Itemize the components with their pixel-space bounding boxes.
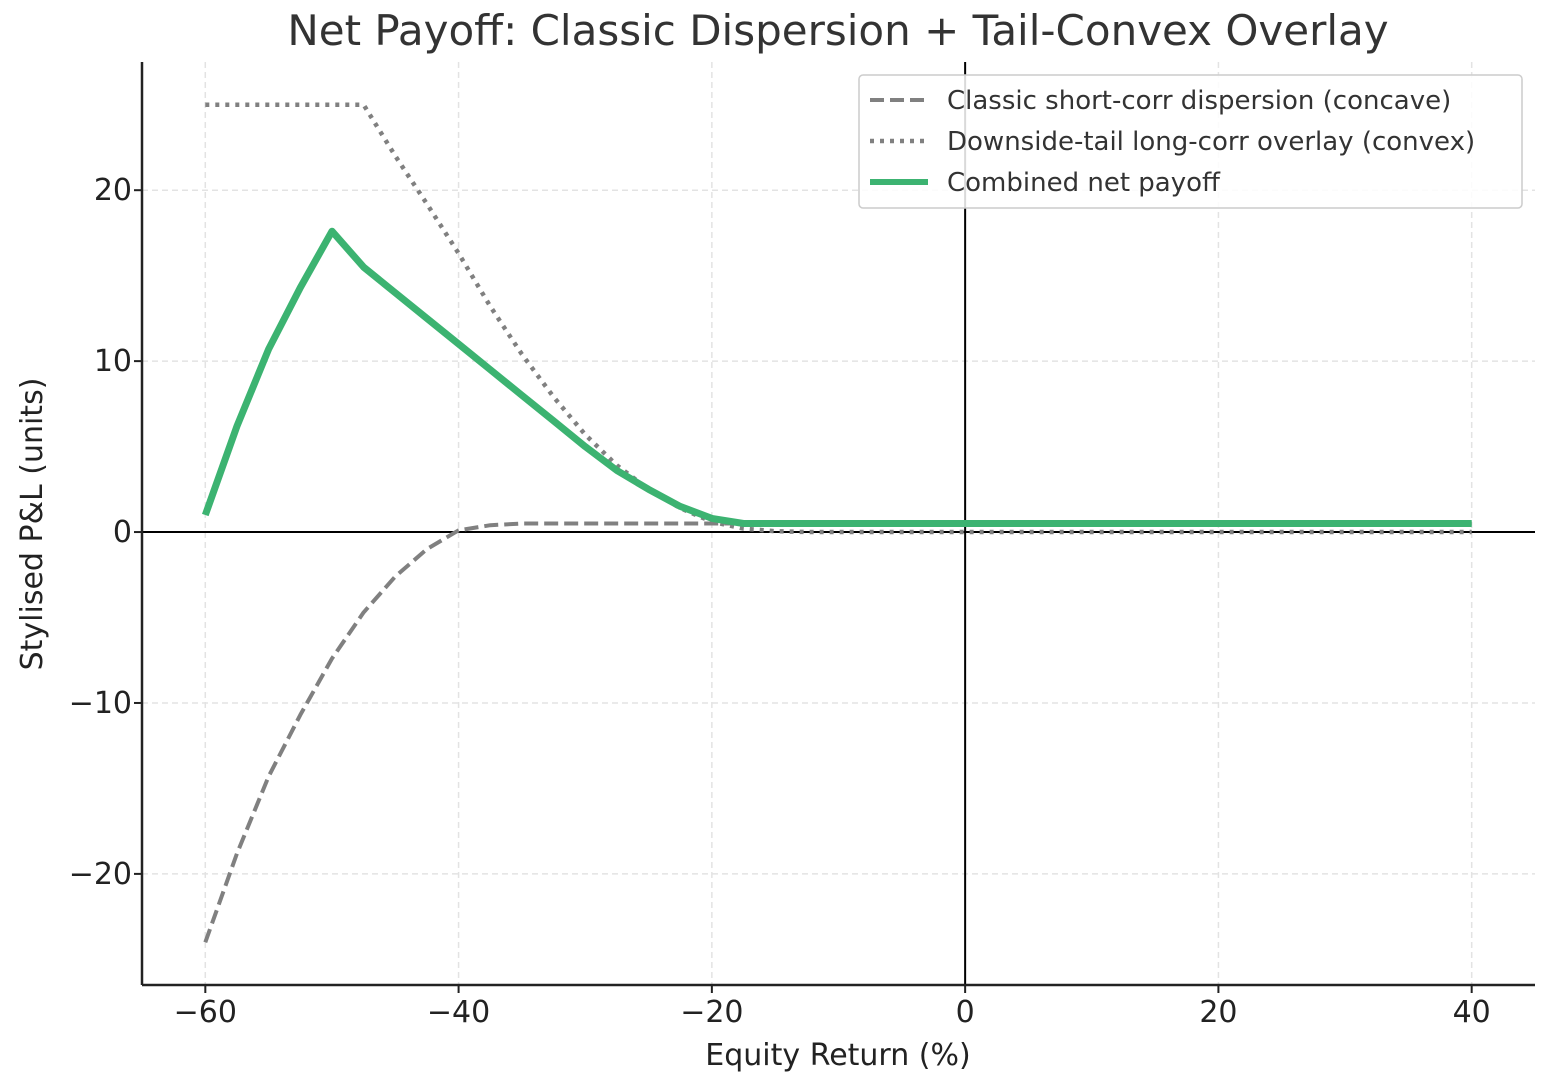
x-axis-label: Equity Return (%) [705, 1038, 970, 1073]
legend-label-overlay: Downside-tail long-corr overlay (convex) [947, 127, 1475, 157]
series-line-2 [202, 227, 1472, 527]
x-tick-label: 20 [1199, 995, 1237, 1030]
x-tick-label: 0 [956, 995, 975, 1030]
ticks: −60 −40 −20 0 20 40 −20 −10 0 10 20 [69, 173, 1491, 1030]
y-tick-label: 0 [113, 515, 132, 550]
y-tick-label: 10 [94, 344, 132, 379]
x-tick-label: 40 [1453, 995, 1491, 1030]
x-tick-label: −60 [174, 995, 237, 1030]
y-axis-label: Stylised P&L (units) [15, 378, 50, 671]
series-lines [202, 102, 1472, 943]
legend-box [858, 74, 1523, 209]
legend-label-combined: Combined net payoff [947, 168, 1221, 198]
y-tick-label: −20 [69, 857, 132, 892]
x-tick-label: −40 [427, 995, 490, 1030]
legend: Classic short-corr dispersion (concave) … [858, 74, 1523, 209]
chart-title: Net Payoff: Classic Dispersion + Tail-Co… [287, 6, 1388, 55]
axes [140, 62, 1535, 987]
y-tick-label: 20 [94, 173, 132, 208]
legend-label-dispersion: Classic short-corr dispersion (concave) [947, 86, 1451, 116]
x-tick-label: −20 [680, 995, 743, 1030]
series-line-0 [203, 521, 1472, 943]
y-tick-label: −10 [69, 686, 132, 721]
